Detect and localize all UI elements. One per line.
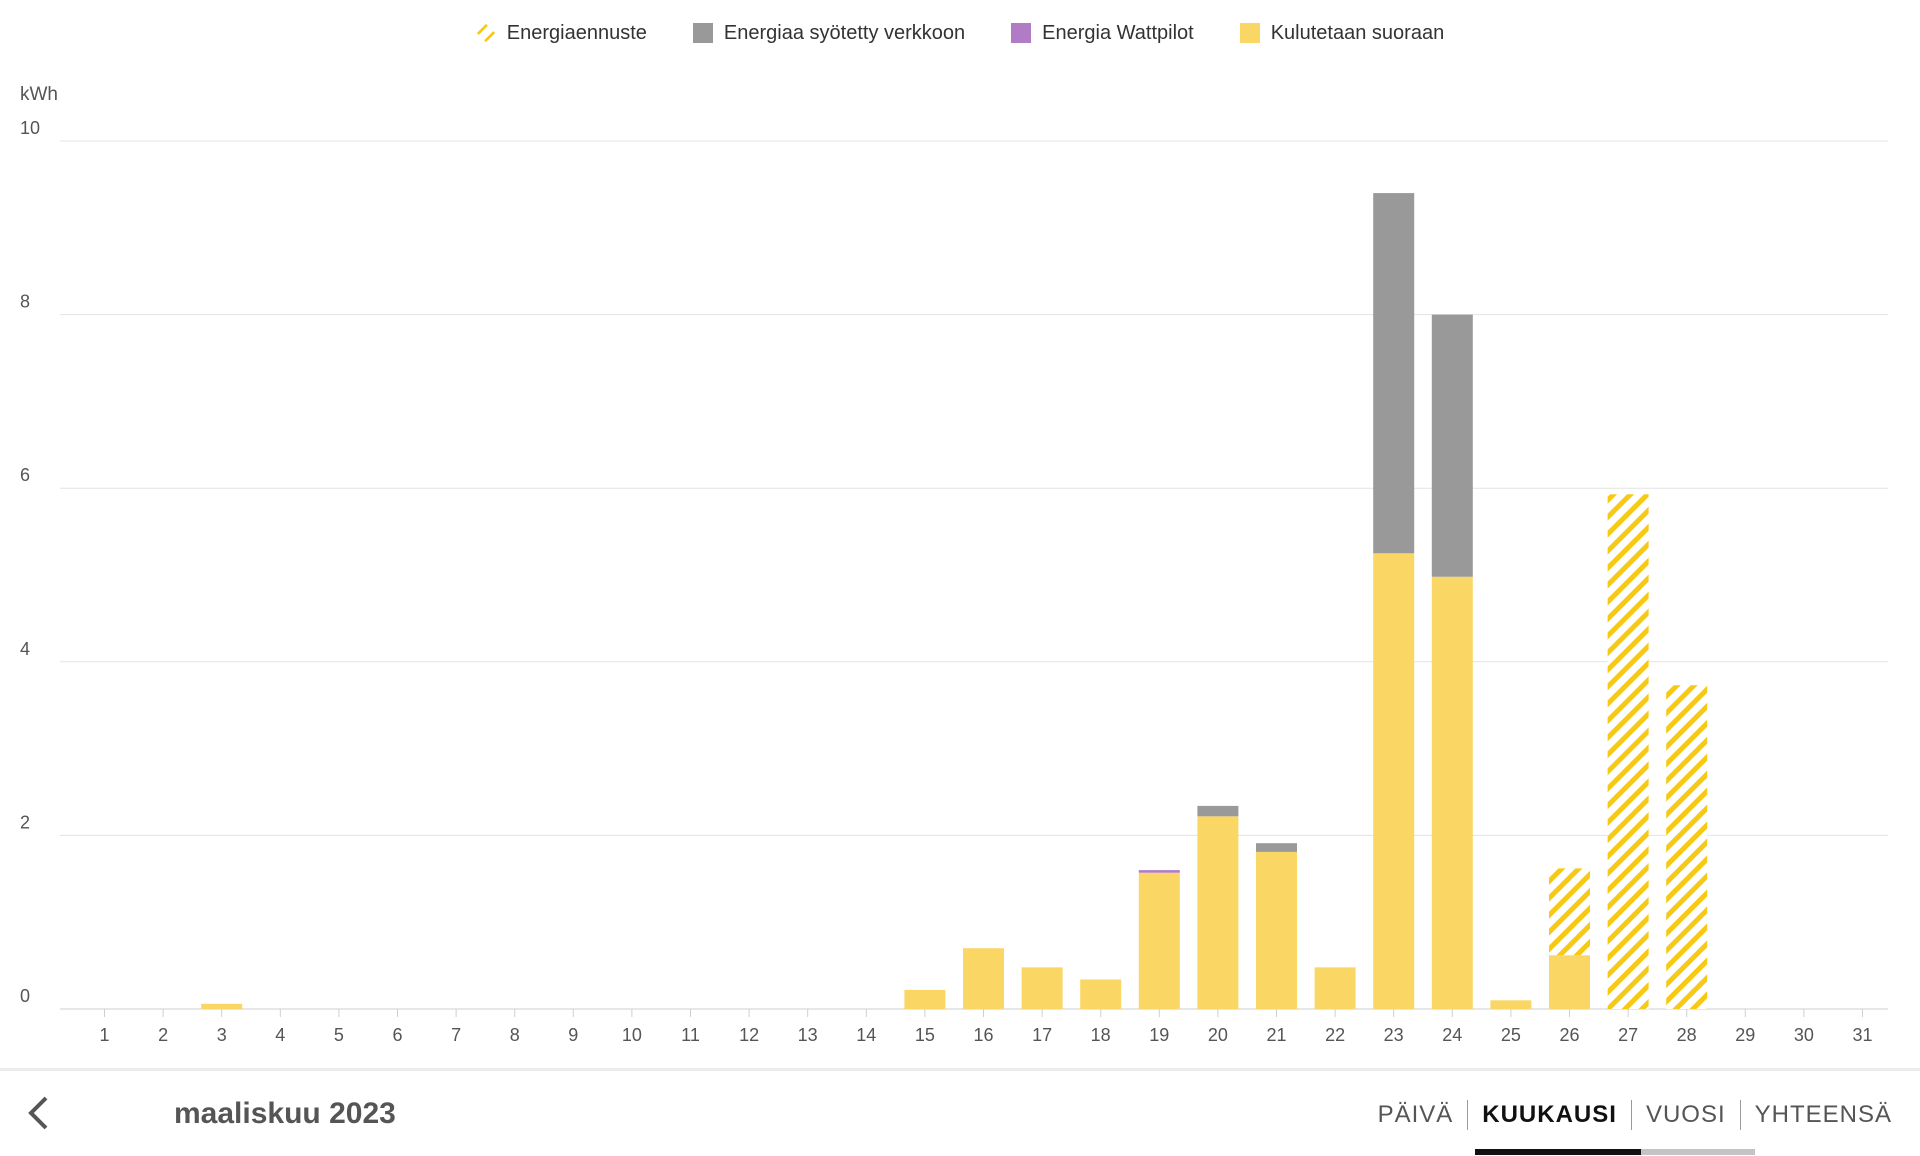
bar-direct-day-26[interactable] <box>1549 955 1590 1009</box>
tab-day[interactable]: PÄIVÄ <box>1377 1101 1454 1128</box>
x-tick-label: 10 <box>622 1025 642 1045</box>
x-tick-label: 19 <box>1149 1025 1169 1045</box>
bar-direct-day-3[interactable] <box>201 1003 243 1009</box>
bar-direct-day-24[interactable] <box>1431 576 1473 1009</box>
period-tabs: PÄIVÄ KUUKAUSI VUOSI YHTEENSÄ <box>1364 1093 1906 1137</box>
y-tick-label: 8 <box>20 292 30 312</box>
x-tick-label: 29 <box>1735 1025 1755 1045</box>
x-tick-label: 2 <box>158 1025 168 1045</box>
bar-forecast-day-27[interactable] <box>1607 494 1649 1009</box>
legend-item-wattpilot[interactable]: Energia Wattpilot <box>1011 22 1194 45</box>
legend-label-grid: Energiaa syötetty verkkoon <box>723 21 966 44</box>
bar-direct-day-19[interactable] <box>1138 872 1180 1009</box>
tab-separator <box>1739 1100 1741 1130</box>
bar-forecast-day-26[interactable] <box>1549 868 1590 956</box>
y-tick-label: 0 <box>20 986 30 1006</box>
tab-year[interactable]: VUOSI <box>1645 1101 1726 1128</box>
back-button[interactable] <box>18 1091 58 1135</box>
x-tick-label: 20 <box>1208 1025 1228 1045</box>
x-tick-label: 26 <box>1559 1025 1579 1045</box>
bar-direct-day-16[interactable] <box>963 948 1004 1009</box>
bar-direct-day-17[interactable] <box>1021 967 1063 1009</box>
legend-item-direct[interactable]: Kulutetaan suoraan <box>1239 21 1445 45</box>
y-axis-ticks: 0 2 4 6 8 10 <box>20 118 40 1006</box>
y-tick-label: 4 <box>20 639 30 659</box>
x-tick-label: 13 <box>798 1025 818 1045</box>
x-tick-label: 8 <box>510 1025 520 1045</box>
tab-separator <box>1630 1100 1632 1130</box>
tab-separator <box>1467 1100 1469 1130</box>
x-tick-label: 22 <box>1325 1025 1345 1045</box>
x-tick-label: 25 <box>1501 1025 1521 1045</box>
x-tick-label: 31 <box>1852 1025 1872 1045</box>
legend-item-grid[interactable]: Energiaa syötetty verkkoon <box>692 21 966 45</box>
bar-grid-day-20[interactable] <box>1197 805 1239 817</box>
x-tick-label: 30 <box>1794 1025 1814 1045</box>
y-tick-label: 10 <box>20 118 40 138</box>
x-axis-ticks: 1 2 3 4 5 6 7 8 9 10 11 12 13 14 15 16 17 18 19 20 21 22 23 24 2… <box>99 1009 1873 1045</box>
x-tick-label: 15 <box>915 1025 935 1045</box>
chevron-left-icon <box>28 1096 48 1130</box>
bar-direct-day-18[interactable] <box>1080 979 1122 1009</box>
bar-direct-day-20[interactable] <box>1197 816 1239 1009</box>
bar-grid-day-24[interactable] <box>1431 314 1473 577</box>
x-tick-label: 3 <box>217 1025 227 1045</box>
x-tick-label: 21 <box>1266 1025 1286 1045</box>
x-tick-label: 7 <box>451 1025 461 1045</box>
tab-month[interactable]: KUUKAUSI <box>1482 1101 1617 1128</box>
y-axis-unit-label: kWh <box>20 84 58 105</box>
bar-direct-day-25[interactable] <box>1490 1000 1532 1009</box>
y-tick-label: 2 <box>20 812 30 832</box>
x-tick-label: 16 <box>973 1025 993 1045</box>
legend-label-wattpilot: Energia Wattpilot <box>1042 21 1194 44</box>
bar-direct-day-22[interactable] <box>1314 967 1356 1009</box>
x-tick-label: 17 <box>1032 1025 1052 1045</box>
bar-grid-day-23[interactable] <box>1373 193 1415 554</box>
bar-grid-day-21[interactable] <box>1256 843 1297 852</box>
x-tick-label: 27 <box>1618 1025 1638 1045</box>
x-tick-label: 11 <box>681 1025 700 1045</box>
bar-wattpilot-day-19[interactable] <box>1138 870 1180 873</box>
bar-forecast-day-28[interactable] <box>1666 685 1708 1009</box>
x-tick-label: 4 <box>275 1025 285 1045</box>
x-tick-label: 23 <box>1384 1025 1404 1045</box>
x-tick-label: 18 <box>1091 1025 1111 1045</box>
tab-underline-active <box>1475 1149 1641 1155</box>
legend-swatch-wattpilot <box>1011 23 1032 43</box>
x-tick-label: 5 <box>334 1025 344 1045</box>
period-label: maaliskuu 2023 <box>174 1097 396 1130</box>
bar-direct-day-23[interactable] <box>1373 553 1415 1009</box>
footer-bar: maaliskuu 2023 PÄIVÄ KUUKAUSI VUOSI YHTE… <box>0 1068 1920 1156</box>
legend-swatch-forecast <box>476 23 495 43</box>
chart-legend: Energiaennuste Energiaa syötetty verkkoo… <box>0 18 1920 48</box>
x-tick-label: 9 <box>568 1025 578 1045</box>
bars <box>201 193 1708 1009</box>
x-tick-label: 28 <box>1677 1025 1697 1045</box>
legend-swatch-direct <box>1239 23 1260 43</box>
legend-label-forecast: Energiaennuste <box>506 21 647 44</box>
bar-direct-day-21[interactable] <box>1256 851 1297 1009</box>
x-tick-label: 12 <box>739 1025 759 1045</box>
legend-item-forecast[interactable]: Energiaennuste <box>476 22 647 45</box>
legend-swatch-grid <box>692 23 713 43</box>
x-tick-label: 14 <box>856 1025 876 1045</box>
legend-label-direct: Kulutetaan suoraan <box>1270 21 1445 44</box>
tab-total[interactable]: YHTEENSÄ <box>1754 1101 1892 1128</box>
bar-direct-day-15[interactable] <box>904 989 946 1009</box>
y-tick-label: 6 <box>20 465 30 485</box>
x-tick-label: 6 <box>392 1025 402 1045</box>
x-tick-label: 24 <box>1442 1025 1462 1045</box>
x-tick-label: 1 <box>99 1025 109 1045</box>
